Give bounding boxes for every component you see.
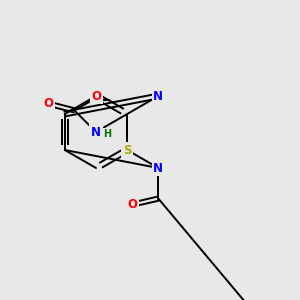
Text: N: N [153, 89, 164, 103]
Text: O: O [43, 97, 53, 110]
Text: O: O [127, 198, 137, 211]
Text: S: S [123, 143, 131, 157]
Text: H: H [103, 129, 112, 140]
Text: N: N [91, 125, 101, 139]
Text: O: O [92, 90, 102, 103]
Text: N: N [153, 161, 164, 175]
